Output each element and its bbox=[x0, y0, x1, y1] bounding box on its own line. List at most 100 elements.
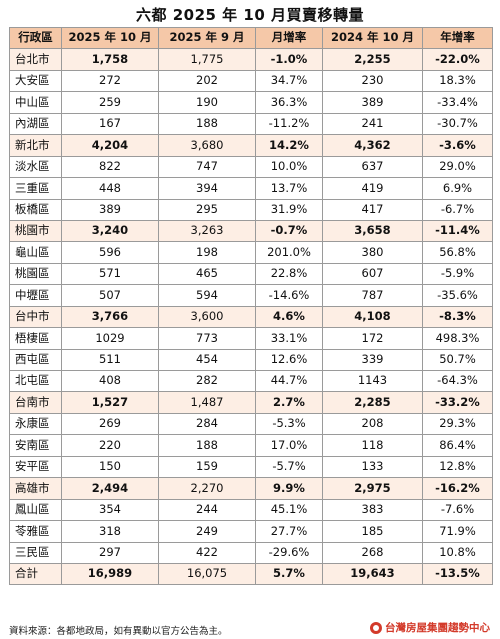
yoy-cell: 29.3% bbox=[422, 412, 493, 436]
last-year-cell: 2,285 bbox=[322, 391, 423, 414]
column-header-mom: 月增率 bbox=[255, 26, 323, 50]
column-header-previous-month: 2025 年 9 月 bbox=[158, 26, 256, 50]
previous-month-cell: 284 bbox=[158, 412, 256, 436]
yoy-cell: 12.8% bbox=[422, 455, 493, 479]
table-row: 內湖區 167 188 -11.2% 241 -30.7% bbox=[9, 112, 493, 136]
district-cell: 龜山區 bbox=[9, 241, 62, 264]
previous-month-cell: 198 bbox=[158, 241, 256, 264]
last-year-cell: 19,643 bbox=[322, 562, 423, 586]
total-row: 合計 16,989 16,075 5.7% 19,643 -13.5% bbox=[9, 562, 493, 586]
mom-cell: -1.0% bbox=[255, 48, 323, 71]
current-month-cell: 2,494 bbox=[61, 477, 159, 500]
yoy-cell: -35.6% bbox=[422, 284, 493, 307]
mom-cell: -14.6% bbox=[255, 284, 323, 307]
mom-cell: 34.7% bbox=[255, 69, 323, 93]
mom-cell: 17.0% bbox=[255, 434, 323, 457]
mom-cell: 10.0% bbox=[255, 155, 323, 179]
district-cell: 永康區 bbox=[9, 412, 62, 436]
brand-logo: 台灣房屋集團趨勢中心 bbox=[370, 620, 490, 635]
previous-month-cell: 188 bbox=[158, 434, 256, 457]
district-cell: 安南區 bbox=[9, 434, 62, 457]
previous-month-cell: 2,270 bbox=[158, 477, 256, 500]
mom-cell: 2.7% bbox=[255, 391, 323, 414]
current-month-cell: 16,989 bbox=[61, 562, 159, 586]
last-year-cell: 185 bbox=[322, 520, 423, 543]
mom-cell: 45.1% bbox=[255, 498, 323, 522]
current-month-cell: 511 bbox=[61, 348, 159, 372]
mom-cell: 33.1% bbox=[255, 327, 323, 350]
current-month-cell: 1,527 bbox=[61, 391, 159, 414]
last-year-cell: 3,658 bbox=[322, 219, 423, 243]
district-cell: 淡水區 bbox=[9, 155, 62, 179]
mom-cell: 9.9% bbox=[255, 477, 323, 500]
page-title: 六都 2025 年 10 月買賣移轉量 bbox=[135, 6, 364, 24]
mom-cell: 27.7% bbox=[255, 520, 323, 543]
header-row: 行政區 2025 年 10 月 2025 年 9 月 月增率 2024 年 10… bbox=[9, 26, 493, 50]
district-cell: 中山區 bbox=[9, 91, 62, 114]
yoy-cell: -13.5% bbox=[422, 562, 493, 586]
yoy-cell: -30.7% bbox=[422, 112, 493, 136]
district-cell: 北屯區 bbox=[9, 369, 62, 393]
table-body: 台北市 1,758 1,775 -1.0% 2,255 -22.0% 大安區 272 202 34… bbox=[9, 48, 493, 586]
previous-month-cell: 190 bbox=[158, 91, 256, 114]
house-logo-icon bbox=[370, 621, 382, 634]
city-row: 台南市 1,527 1,487 2.7% 2,285 -33.2% bbox=[9, 391, 493, 414]
previous-month-cell: 1,487 bbox=[158, 391, 256, 414]
mom-cell: 31.9% bbox=[255, 198, 323, 221]
table-row: 苓雅區 318 249 27.7% 185 71.9% bbox=[9, 520, 493, 543]
yoy-cell: -33.2% bbox=[422, 391, 493, 414]
last-year-cell: 4,108 bbox=[322, 305, 423, 329]
city-row: 台北市 1,758 1,775 -1.0% 2,255 -22.0% bbox=[9, 48, 493, 71]
current-month-cell: 269 bbox=[61, 412, 159, 436]
previous-month-cell: 594 bbox=[158, 284, 256, 307]
current-month-cell: 448 bbox=[61, 177, 159, 200]
district-cell: 台北市 bbox=[9, 48, 62, 71]
table-row: 安南區 220 188 17.0% 118 86.4% bbox=[9, 434, 493, 457]
last-year-cell: 208 bbox=[322, 412, 423, 436]
yoy-cell: -3.6% bbox=[422, 134, 493, 157]
last-year-cell: 339 bbox=[322, 348, 423, 372]
district-cell: 合計 bbox=[9, 562, 62, 586]
source-note: 資料來源：各都地政局，如有異動以官方公告為主。 bbox=[9, 626, 228, 637]
city-row: 新北市 4,204 3,680 14.2% 4,362 -3.6% bbox=[9, 134, 493, 157]
yoy-cell: -11.4% bbox=[422, 219, 493, 243]
district-cell: 台南市 bbox=[9, 391, 62, 414]
current-month-cell: 822 bbox=[61, 155, 159, 179]
table-row: 鳳山區 354 244 45.1% 383 -7.6% bbox=[9, 498, 493, 522]
mom-cell: 14.2% bbox=[255, 134, 323, 157]
district-cell: 桃園區 bbox=[9, 262, 62, 286]
last-year-cell: 389 bbox=[322, 91, 423, 114]
current-month-cell: 4,204 bbox=[61, 134, 159, 157]
current-month-cell: 259 bbox=[61, 91, 159, 114]
current-month-cell: 1,758 bbox=[61, 48, 159, 71]
last-year-cell: 2,975 bbox=[322, 477, 423, 500]
table-row: 梧棲區 1029 773 33.1% 172 498.3% bbox=[9, 327, 493, 350]
previous-month-cell: 3,263 bbox=[158, 219, 256, 243]
district-cell: 三民區 bbox=[9, 541, 62, 564]
table-row: 永康區 269 284 -5.3% 208 29.3% bbox=[9, 412, 493, 436]
last-year-cell: 241 bbox=[322, 112, 423, 136]
current-month-cell: 507 bbox=[61, 284, 159, 307]
current-month-cell: 272 bbox=[61, 69, 159, 93]
brand-name: 台灣房屋集團趨勢中心 bbox=[385, 622, 490, 634]
mom-cell: 44.7% bbox=[255, 369, 323, 393]
table-row: 中壢區 507 594 -14.6% 787 -35.6% bbox=[9, 284, 493, 307]
table-row: 三民區 297 422 -29.6% 268 10.8% bbox=[9, 541, 493, 564]
district-cell: 鳳山區 bbox=[9, 498, 62, 522]
mom-cell: -29.6% bbox=[255, 541, 323, 564]
current-month-cell: 297 bbox=[61, 541, 159, 564]
current-month-cell: 408 bbox=[61, 369, 159, 393]
table-row: 三重區 448 394 13.7% 419 6.9% bbox=[9, 177, 493, 200]
table-row: 淡水區 822 747 10.0% 637 29.0% bbox=[9, 155, 493, 179]
city-row: 高雄市 2,494 2,270 9.9% 2,975 -16.2% bbox=[9, 477, 493, 500]
current-month-cell: 1029 bbox=[61, 327, 159, 350]
yoy-cell: -8.3% bbox=[422, 305, 493, 329]
previous-month-cell: 244 bbox=[158, 498, 256, 522]
current-month-cell: 3,766 bbox=[61, 305, 159, 329]
mom-cell: -11.2% bbox=[255, 112, 323, 136]
district-cell: 中壢區 bbox=[9, 284, 62, 307]
previous-month-cell: 159 bbox=[158, 455, 256, 479]
district-cell: 高雄市 bbox=[9, 477, 62, 500]
yoy-cell: -7.6% bbox=[422, 498, 493, 522]
